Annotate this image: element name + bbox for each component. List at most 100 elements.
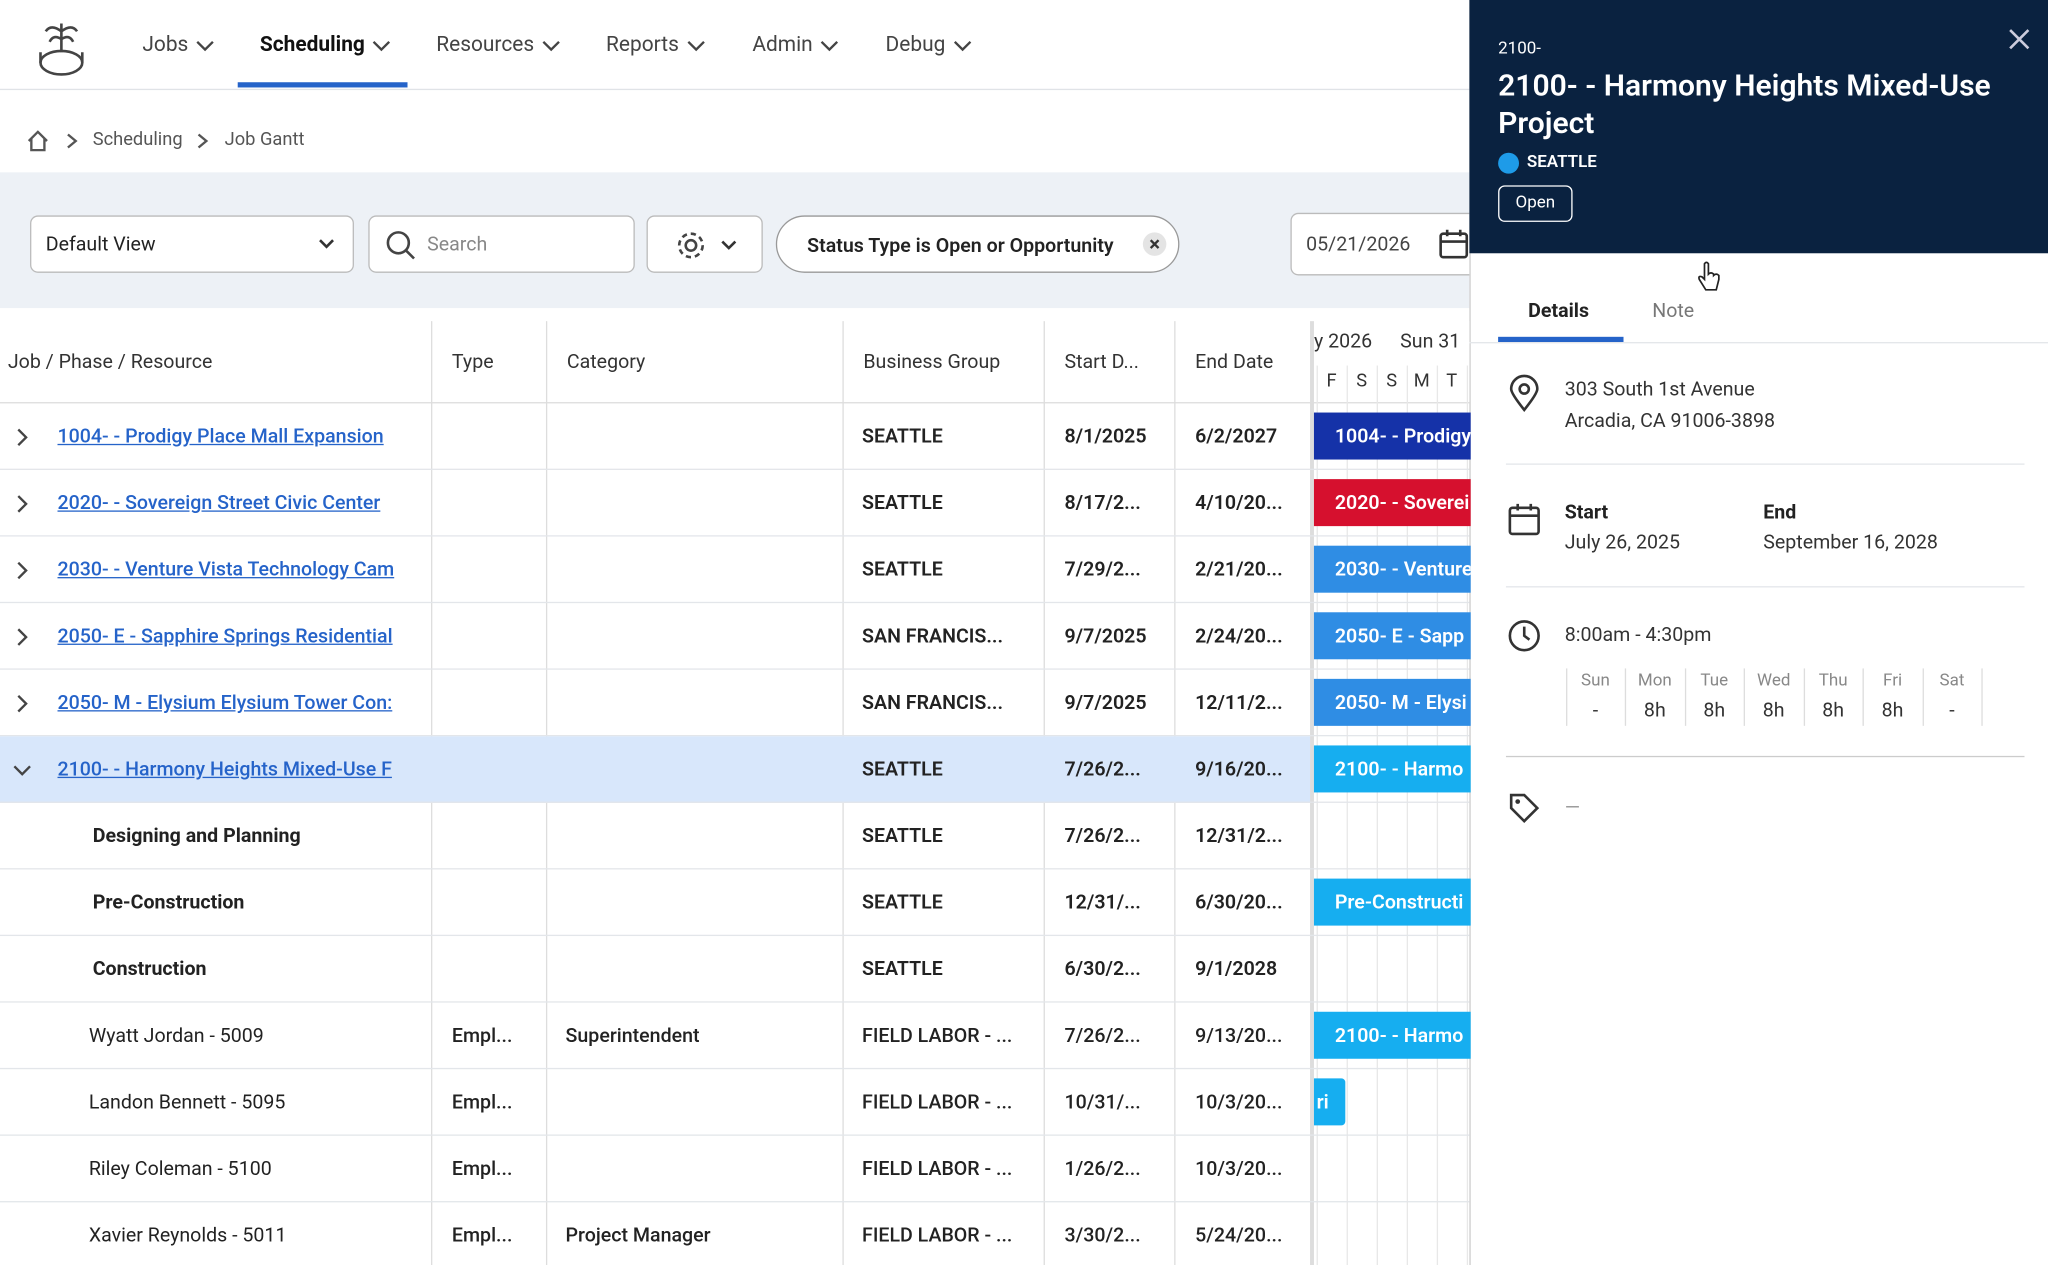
weekday-divider: [1566, 668, 1568, 726]
column-header[interactable]: Start D...: [1064, 349, 1139, 374]
column-header[interactable]: Job / Phase / Resource: [7, 349, 213, 374]
gantt-bar[interactable]: ri: [1313, 1078, 1346, 1126]
row-border: [0, 468, 1470, 470]
home-icon[interactable]: [26, 129, 50, 152]
end-cell: 6/2/2027: [1195, 424, 1278, 448]
resource-name: Wyatt Jordan - 5009: [88, 1023, 264, 1048]
expand-toggle[interactable]: [13, 695, 31, 713]
date-picker[interactable]: 05/21/2026: [1290, 212, 1487, 276]
gantt-month: y 2026: [1313, 328, 1373, 353]
nav-dropdown[interactable]: [687, 37, 705, 55]
job-link[interactable]: 1004- - Prodigy Place Mall Expansion: [57, 424, 384, 448]
start-date: July 26, 2025: [1564, 530, 1681, 554]
end-cell: 9/1/2028: [1195, 956, 1278, 981]
nav-item[interactable]: Jobs: [142, 31, 189, 57]
group-cell: SEATTLE: [862, 823, 943, 848]
gantt-bar[interactable]: 2030- - Venture: [1313, 545, 1471, 593]
crumb-sep: [67, 133, 78, 149]
expand-toggle[interactable]: [13, 628, 31, 646]
column-header[interactable]: End Date: [1195, 349, 1274, 374]
nav-dropdown[interactable]: [542, 37, 560, 55]
logo[interactable]: [29, 13, 94, 78]
column-header[interactable]: Category: [566, 349, 646, 374]
expand-toggle[interactable]: [13, 561, 31, 580]
crumb[interactable]: Scheduling: [92, 129, 183, 151]
expand-toggle[interactable]: [13, 495, 31, 513]
start-cell: 8/1/2025: [1064, 424, 1147, 448]
nav-item[interactable]: Resources: [436, 31, 535, 57]
expand-toggle[interactable]: [13, 761, 31, 779]
column-header[interactable]: Business Group: [863, 349, 1001, 374]
filter-remove[interactable]: [1142, 232, 1167, 256]
crumb-sep: [197, 133, 209, 149]
weekday-hours: -: [1592, 698, 1599, 722]
gantt-day: F: [1326, 370, 1337, 392]
start-cell: 1/26/2...: [1064, 1156, 1141, 1181]
settings-button[interactable]: [646, 215, 763, 273]
nav-dropdown[interactable]: [821, 37, 839, 55]
nav-item[interactable]: Scheduling: [259, 31, 365, 57]
gantt-bar[interactable]: Pre-Constructi: [1313, 878, 1471, 926]
type-cell: Empl...: [451, 1223, 513, 1247]
nav-item[interactable]: Admin: [752, 31, 813, 57]
filter-text: Status Type is Open or Opportunity: [807, 233, 1114, 258]
weekday: Thu: [1818, 671, 1848, 691]
job-link[interactable]: 2020- - Sovereign Street Civic Center: [57, 490, 381, 515]
job-link[interactable]: 2050- M - Elysium Elysium Tower Con:: [57, 690, 393, 715]
type-cell: Empl...: [451, 1156, 513, 1181]
job-link[interactable]: 2050- E - Sapphire Springs Residential: [57, 624, 393, 648]
weekday-divider: [1684, 668, 1686, 726]
crumb: Job Gantt: [224, 129, 305, 151]
nav-item[interactable]: Debug: [885, 31, 946, 57]
job-link[interactable]: 2030- - Venture Vista Technology Cam: [57, 557, 395, 581]
column-divider: [1310, 321, 1314, 1265]
nav-item[interactable]: Reports: [606, 31, 679, 57]
tab[interactable]: Note: [1652, 298, 1695, 323]
nav-dropdown[interactable]: [953, 37, 971, 55]
start-label: Start: [1564, 500, 1609, 524]
end-cell: 5/24/20...: [1195, 1223, 1283, 1247]
weekday-hours: 8h: [1762, 698, 1785, 722]
gantt-bar[interactable]: 2050- M - Elysi: [1313, 678, 1471, 726]
search-box[interactable]: Search: [368, 215, 635, 273]
gantt-day: S: [1356, 370, 1368, 392]
column-header[interactable]: Type: [451, 349, 494, 374]
tags: —: [1564, 795, 1581, 819]
weekday: Fri: [1883, 671, 1903, 691]
cursor: [1698, 261, 1720, 291]
resource-name: Riley Coleman - 5100: [88, 1156, 272, 1181]
job-link[interactable]: 2100- - Harmony Heights Mixed-Use F: [57, 757, 392, 781]
row-border: [0, 734, 1470, 737]
end-cell: 2/21/20...: [1195, 557, 1283, 581]
gantt-day-line: [1466, 365, 1469, 1265]
nav-dropdown[interactable]: [373, 37, 391, 55]
filter-chip[interactable]: Status Type is Open or Opportunity: [775, 215, 1180, 273]
gantt-bar[interactable]: 2100- - Harmo: [1313, 1011, 1471, 1059]
gantt-bar[interactable]: 2100- - Harmo: [1313, 745, 1471, 793]
nav-dropdown[interactable]: [196, 37, 214, 55]
start-cell: 7/26/2...: [1064, 1023, 1141, 1048]
row-border: [0, 1134, 1470, 1136]
gantt-bar[interactable]: 1004- - Prodigy: [1313, 412, 1471, 460]
tab[interactable]: Details: [1528, 298, 1590, 323]
status-badge: Open: [1498, 185, 1573, 222]
close-panel[interactable]: [2009, 29, 2030, 50]
group-cell: FIELD LABOR - ...: [862, 1223, 1013, 1247]
start-cell: 6/30/2...: [1064, 956, 1141, 981]
weekday-hours: 8h: [1703, 698, 1726, 722]
group-cell: FIELD LABOR - ...: [862, 1156, 1013, 1181]
expand-toggle[interactable]: [13, 428, 31, 447]
gantt-bar[interactable]: 2050- E - Sapp: [1313, 612, 1471, 660]
gantt-bar[interactable]: 2020- - Soverei: [1313, 479, 1471, 527]
table-header: [0, 321, 1470, 404]
resource-name: Landon Bennett - 5095: [88, 1090, 286, 1114]
end-cell: 12/11/2...: [1195, 690, 1283, 715]
tabs-border: [1469, 342, 2048, 344]
start-cell: 3/30/2...: [1064, 1223, 1141, 1247]
weekday-hours: 8h: [1822, 698, 1845, 722]
view-select[interactable]: Default View: [30, 215, 354, 273]
group-cell: SEATTLE: [862, 890, 943, 914]
